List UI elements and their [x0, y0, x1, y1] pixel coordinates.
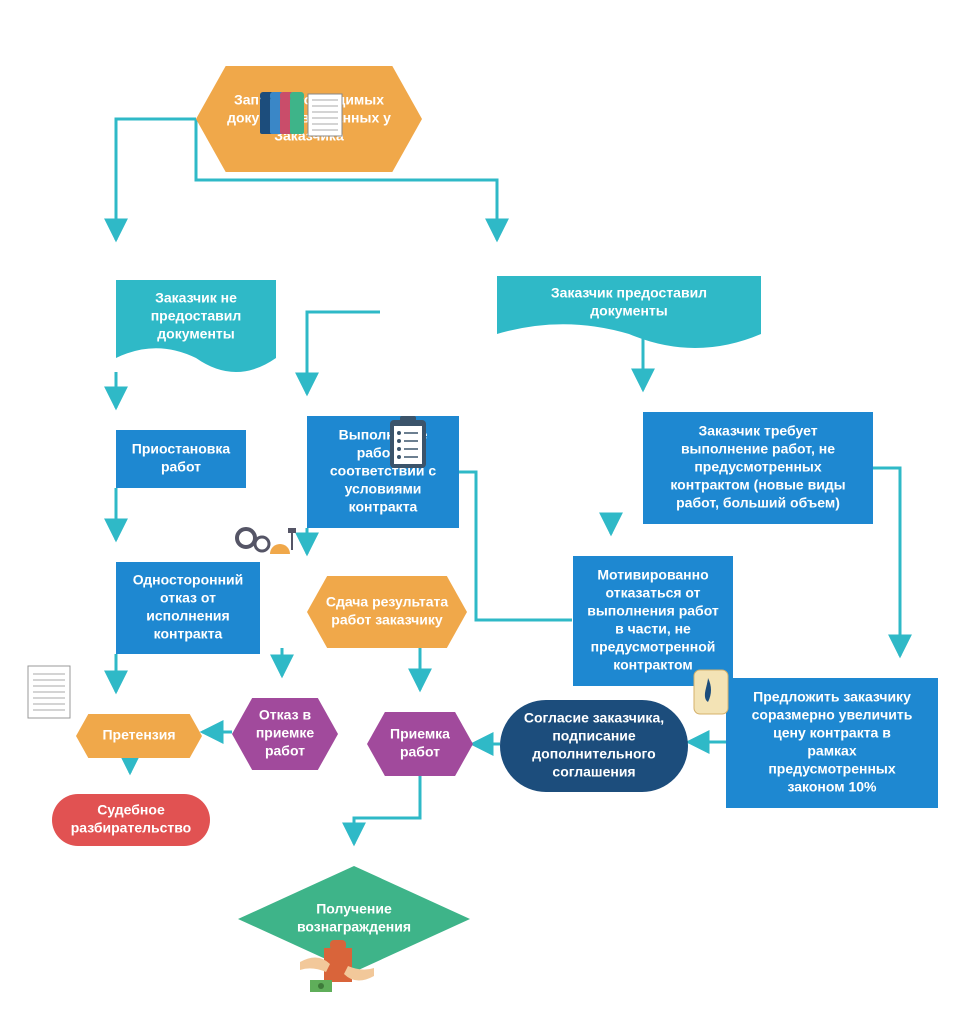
node-label: приемке: [256, 725, 315, 741]
node-label: работ, больший объем): [676, 495, 840, 511]
node-n11: Отказ в приемке работ: [232, 698, 338, 770]
node-n8: Сдача результата работ заказчику: [307, 576, 467, 648]
edge: [307, 312, 380, 394]
node-n13: Согласие заказчика, подписание дополнитель…: [500, 700, 688, 792]
doc-icon: [28, 666, 70, 718]
node-n5: Выполнениеработ всоответствии сусловиями…: [307, 416, 459, 528]
flowchart-canvas: Запрос необходимыхдокументов и данных уЗ…: [0, 0, 956, 1024]
node-label: Заказчик предоставил: [551, 285, 707, 301]
node-label: рамках: [807, 743, 856, 759]
node-label: предусмотренных: [694, 459, 822, 475]
node-n9: Мотивированно отказаться от выполнения раб…: [573, 556, 733, 686]
node-label: условиями: [345, 481, 422, 497]
node-label: работ: [265, 743, 305, 759]
node-label: предоставил: [151, 308, 242, 324]
node-label: исполнения: [146, 608, 229, 624]
node-label: Заказчик требует: [698, 423, 817, 439]
node-label: дополнительного: [532, 746, 655, 762]
node-label: цену контракта в: [773, 725, 891, 741]
nodes: Запрос необходимыхдокументов и данных уЗ…: [52, 66, 938, 972]
folders-icon: [260, 92, 342, 136]
node-label: в части, не: [615, 621, 691, 637]
node-label: Претензия: [102, 727, 175, 743]
node-label: отказаться от: [606, 585, 701, 601]
node-n3: Заказчик предоставил документы: [497, 276, 761, 348]
node-n6: Заказчик требует выполнение работ, не пред…: [643, 412, 873, 524]
node-label: соразмерно увеличить: [752, 707, 913, 723]
node-label: контракта: [154, 626, 223, 642]
edge: [116, 119, 196, 240]
node-label: работ: [400, 744, 440, 760]
node-label: Приостановка: [132, 441, 231, 457]
node-label: подписание: [552, 728, 636, 744]
node-n4: Приостановка работ: [116, 430, 246, 488]
node-label: Судебное: [97, 802, 165, 818]
node-n2: Заказчик не предоставил документы: [116, 280, 276, 372]
node-label: отказ от: [160, 590, 216, 606]
node-n10: Претензия: [76, 714, 202, 758]
scroll-icon: [694, 670, 728, 714]
gears-icon: [237, 528, 296, 554]
node-label: контрактом (новые виды: [670, 477, 845, 493]
edge: [354, 776, 420, 844]
clipboard-icon: [390, 416, 426, 468]
decorations: [28, 92, 728, 992]
node-label: выполнения работ: [587, 603, 719, 619]
node-label: работ заказчику: [331, 612, 443, 628]
node-n16: Получение вознаграждения: [238, 866, 470, 972]
node-n12: Приемка работ: [367, 712, 473, 776]
node-label: контрактом: [613, 657, 692, 673]
node-n15: Судебное разбирательство: [52, 794, 210, 846]
node-label: Сдача результата: [326, 594, 449, 610]
node-label: Получение: [316, 901, 392, 917]
node-n7: Односторонний отказ от исполнения контракта: [116, 562, 260, 654]
node-label: разбирательство: [71, 820, 191, 836]
node-label: Мотивированно: [597, 567, 708, 583]
node-label: документы: [157, 326, 234, 342]
node-label: выполнение работ, не: [681, 441, 835, 457]
node-label: Односторонний: [133, 572, 244, 588]
node-label: вознаграждения: [297, 919, 411, 935]
node-n14: Предложить заказчику соразмерно увеличить…: [726, 678, 938, 808]
node-label: Отказ в: [259, 707, 312, 723]
node-label: соглашения: [552, 764, 635, 780]
node-label: работ: [161, 459, 201, 475]
node-label: Предложить заказчику: [753, 689, 911, 705]
node-label: предусмотренных: [768, 761, 896, 777]
node-label: Согласие заказчика,: [524, 710, 664, 726]
node-label: законом 10%: [787, 779, 877, 795]
node-label: предусмотренной: [591, 639, 716, 655]
node-label: документы: [590, 303, 667, 319]
node-label: Заказчик не: [155, 290, 237, 306]
node-label: Приемка: [390, 726, 450, 742]
node-label: контракта: [349, 499, 418, 515]
